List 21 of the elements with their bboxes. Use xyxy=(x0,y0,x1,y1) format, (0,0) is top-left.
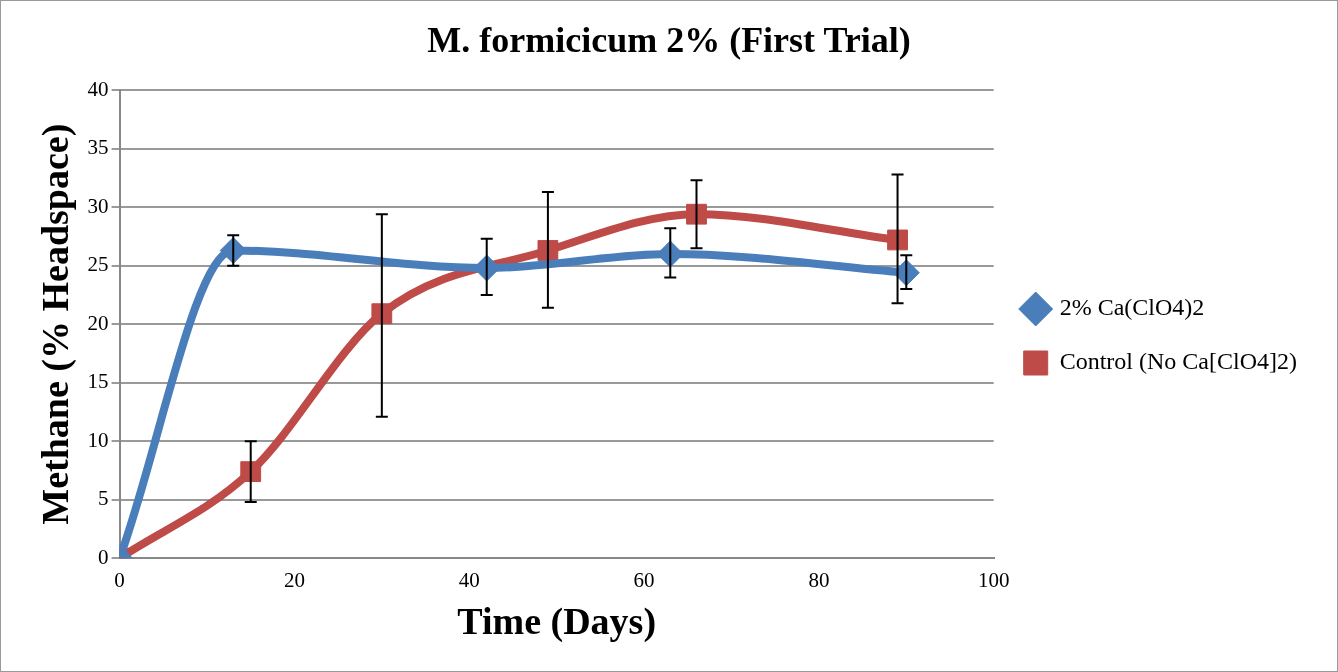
x-tick-label: 80 xyxy=(808,568,830,593)
x-axis-title: Time (Days) xyxy=(457,600,657,644)
y-tick-label: 15 xyxy=(87,369,109,394)
y-tick-label: 20 xyxy=(87,310,109,335)
legend-label: Control (No Ca[ClO4]2) xyxy=(1059,348,1298,375)
x-tick-label: 40 xyxy=(458,568,480,593)
x-tick-label: 0 xyxy=(114,568,125,593)
y-tick-label: 25 xyxy=(87,252,109,277)
point xyxy=(887,229,908,251)
y-tick-label: 0 xyxy=(98,544,109,569)
chart-title: M. formicicum 2% (First Trial) xyxy=(427,19,911,60)
y-axis-title: Methane (% Headspace) xyxy=(33,123,77,525)
legend-label: 2% Ca(ClO4)2 xyxy=(1059,294,1205,321)
y-tick-label: 5 xyxy=(98,486,109,511)
x-tick-label: 60 xyxy=(633,568,655,593)
y-tick-label: 10 xyxy=(87,427,109,452)
y-tick-label: 30 xyxy=(87,193,109,218)
x-tick-label: 20 xyxy=(283,568,305,593)
y-tick-label: 35 xyxy=(87,135,109,160)
x-tick-label: 100 xyxy=(977,568,1010,593)
y-tick-label: 40 xyxy=(87,76,109,101)
